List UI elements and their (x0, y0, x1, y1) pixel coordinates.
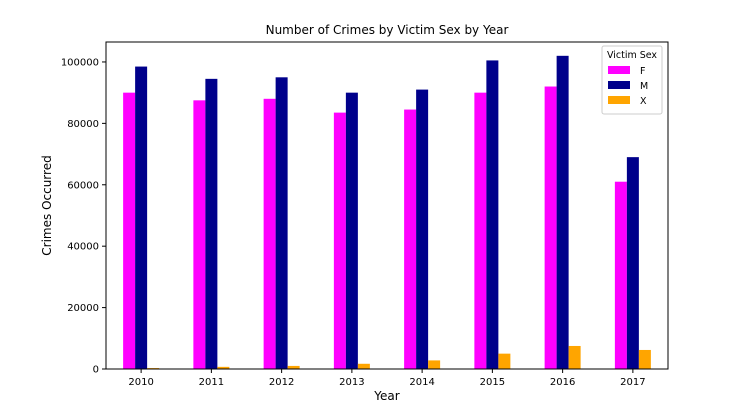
x-axis: 2010 2011 2012 2013 2014 2015 2016 2017 (128, 369, 646, 388)
legend-label-f: F (640, 66, 645, 77)
bar-m-2011 (205, 78, 218, 370)
bars-layer (123, 55, 651, 370)
x-tick-label: 2017 (620, 377, 645, 388)
y-tick-label: 80000 (67, 119, 99, 130)
x-tick-label: 2010 (128, 377, 153, 388)
x-axis-title: Year (373, 389, 399, 403)
bar-f-2012 (263, 98, 276, 369)
bar-f-2010 (123, 92, 136, 369)
legend: Victim Sex FMX (601, 45, 663, 115)
bar-m-2014 (416, 89, 429, 369)
bar-m-2017 (626, 157, 639, 369)
legend-title: Victim Sex (607, 50, 657, 61)
y-tick-label: 100000 (61, 57, 99, 68)
bar-x-2012 (287, 365, 300, 369)
y-axis-title: Crimes Occurred (40, 155, 54, 255)
x-tick-label: 2016 (550, 377, 575, 388)
y-tick-label: 40000 (67, 242, 99, 253)
x-tick-label: 2012 (269, 377, 294, 388)
x-tick-label: 2015 (480, 377, 505, 388)
y-tick-label: 0 (93, 365, 99, 376)
bar-x-2014 (428, 360, 441, 369)
bar-m-2010 (135, 66, 148, 369)
bar-f-2013 (333, 112, 346, 369)
legend-swatch-x (608, 96, 630, 104)
bar-m-2012 (275, 77, 288, 369)
bar-x-2017 (638, 349, 651, 369)
bar-f-2016 (544, 86, 557, 370)
legend-label-m: M (640, 81, 648, 92)
bar-x-2011 (217, 366, 230, 369)
x-tick-label: 2013 (339, 377, 364, 388)
x-tick-label: 2011 (199, 377, 224, 388)
bar-f-2014 (404, 109, 417, 370)
legend-swatch-f (608, 66, 630, 74)
bar-m-2016 (556, 55, 569, 370)
bar-m-2015 (486, 60, 499, 369)
plot-frame (105, 41, 669, 370)
bar-f-2015 (474, 92, 487, 369)
legend-swatch-m (608, 81, 630, 89)
bar-x-2013 (357, 363, 370, 369)
y-axis: 0 20000 40000 60000 80000 100000 (61, 57, 106, 376)
chart-title: Number of Crimes by Victim Sex by Year (266, 23, 509, 37)
y-tick-label: 60000 (67, 180, 99, 191)
y-tick-label: 20000 (67, 303, 99, 314)
legend-label-x: X (640, 96, 647, 107)
bar-x-2016 (568, 345, 581, 369)
bar-x-2015 (498, 353, 511, 369)
bar-f-2017 (614, 181, 627, 369)
bar-f-2011 (193, 100, 206, 370)
bar-m-2013 (345, 92, 358, 369)
x-tick-label: 2014 (409, 377, 434, 388)
legend-entries: FMX (608, 66, 648, 107)
